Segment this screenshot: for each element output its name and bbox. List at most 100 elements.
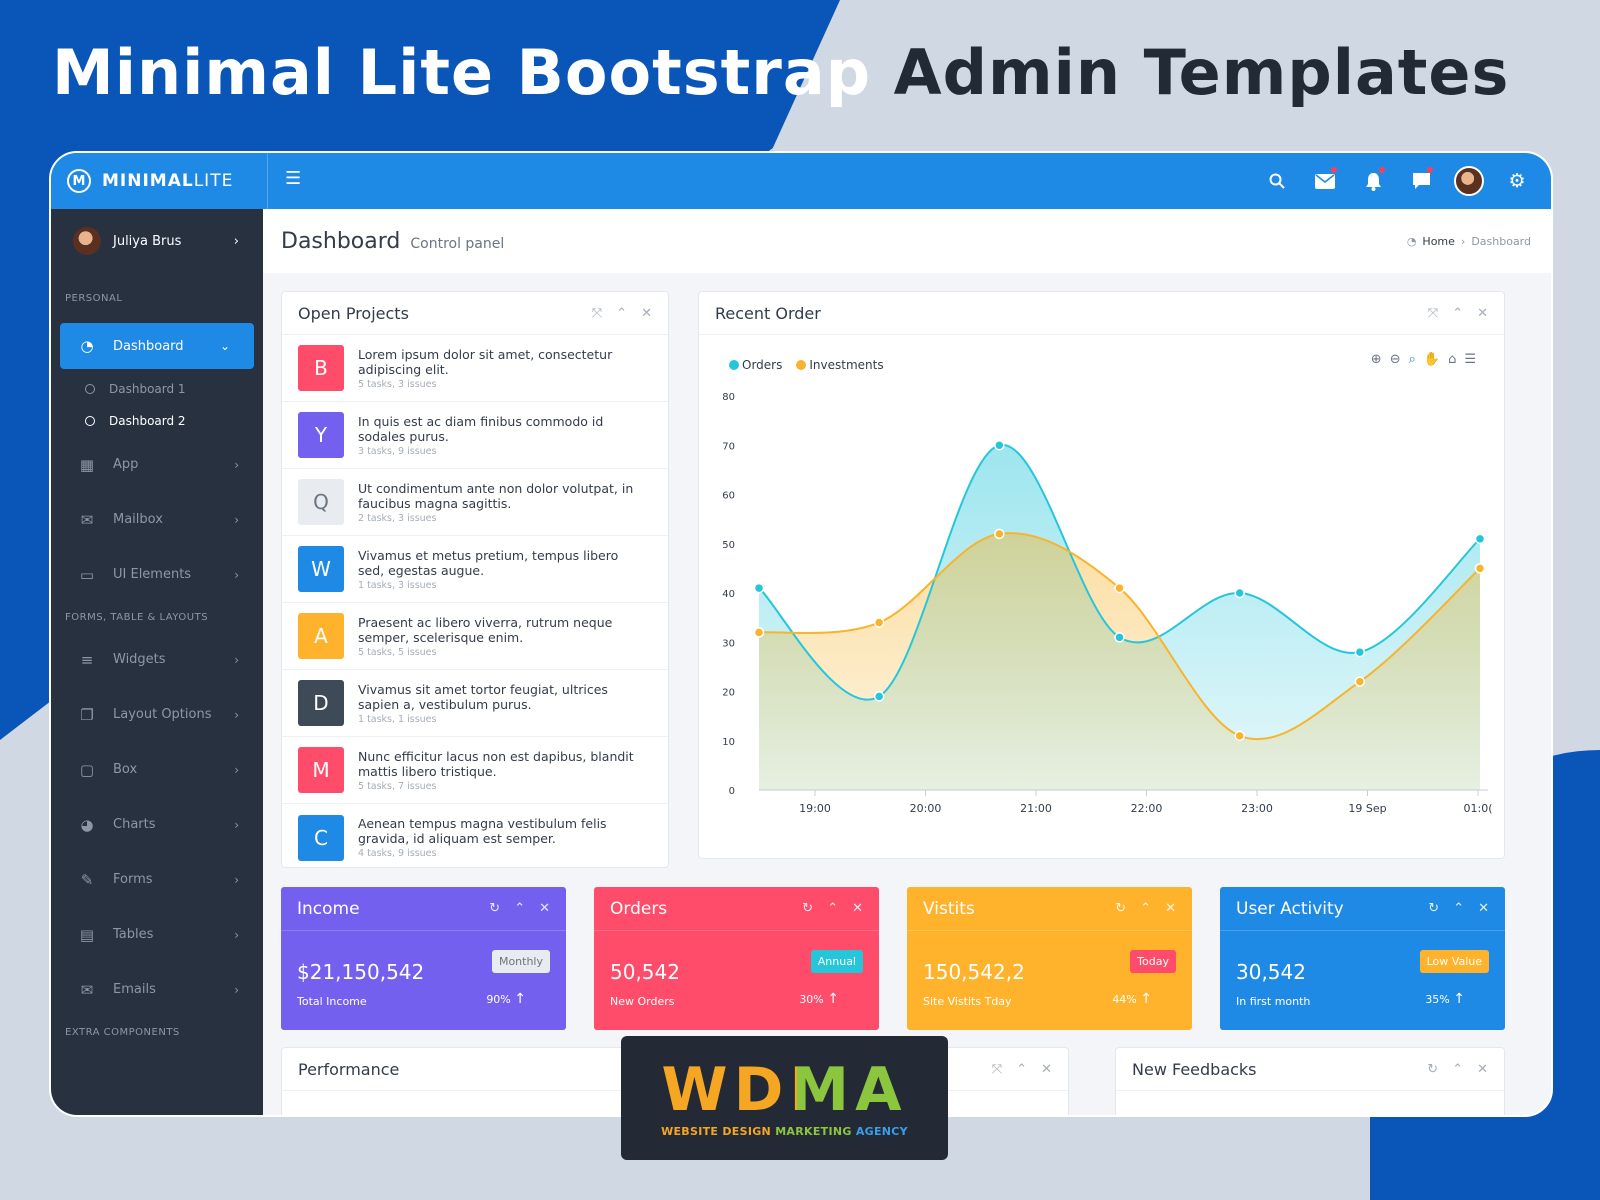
project-item[interactable]: C Aenean tempus magna vestibulum felis gr… [282,804,668,871]
dashboard-icon: ◔ [1406,234,1417,248]
mail-icon[interactable] [1301,153,1349,209]
wdma-watermark-logo: WDMA WEBSITE DESIGN MARKETING AGENCY [621,1036,948,1160]
dashboard-icon: ◔ [80,337,94,355]
chevron-up-icon[interactable]: ⌃ [514,901,526,916]
data-point[interactable] [1234,730,1245,742]
project-meta: 5 tasks, 5 issues [358,646,437,658]
data-point[interactable] [753,627,765,638]
close-icon[interactable]: ✕ [641,305,652,321]
data-point[interactable] [994,528,1005,540]
sidebar-item-widgets[interactable]: ≡ Widgets › [51,632,263,687]
sidebar-item-dashboard[interactable]: ◔ Dashboard ⌄ [60,323,254,369]
sidebar-subitem-dashboard-1[interactable]: Dashboard 1 [51,373,263,405]
project-title: Nunc efficitur lacus non est dapibus, bl… [358,748,634,779]
breadcrumb-home[interactable]: Home [1422,234,1455,248]
project-item[interactable]: A Praesent ac libero viverra, rutrum nequ… [282,603,668,670]
bell-icon[interactable] [1349,153,1397,209]
project-avatar: M [298,747,344,793]
chevron-up-icon[interactable]: ⌃ [1453,901,1465,916]
data-point[interactable] [1114,582,1125,594]
project-item[interactable]: D Vivamus sit amet tortor feugiat, ultric… [282,670,668,737]
close-icon[interactable]: ✕ [1477,305,1488,321]
data-point[interactable] [1474,533,1486,545]
notification-dot [1427,167,1433,173]
data-point[interactable] [753,582,765,594]
refresh-icon[interactable]: ↻ [489,901,501,916]
close-icon[interactable]: ✕ [1041,1061,1052,1077]
refresh-icon[interactable]: ↻ [1115,901,1127,916]
expand-icon[interactable]: ⤧ [1427,305,1439,321]
expand-icon[interactable]: ⤧ [591,305,603,321]
top-navbar: M MINIMALLITE ☰ ⚙ [51,153,1551,209]
x-tick-label: 23:00 [1241,802,1273,815]
data-point[interactable] [1354,646,1366,658]
close-icon[interactable]: ✕ [539,901,550,916]
project-item[interactable]: W Vivamus et metus pretium, tempus libero… [282,536,668,603]
sidebar-item-emails[interactable]: ✉ Emails › [51,962,263,1017]
sidebar-section-extra: EXTRA COMPONENTS [65,1026,180,1038]
stat-card: Vistits ↻ ⌃ ✕ 150,542,2 Site Vistits Tday Toda… [907,887,1192,1030]
legend-label: Investments [809,358,884,372]
sidebar-item-label: Mailbox [113,512,163,527]
stat-title: Vistits [923,898,975,919]
chevron-up-icon[interactable]: ⌃ [1452,1061,1464,1077]
zoom-in-icon[interactable]: ⊕ [1370,352,1382,367]
brand-logo[interactable]: M MINIMALLITE [51,153,268,209]
data-point[interactable] [1234,587,1245,599]
menu-icon[interactable]: ☰ [1464,352,1476,367]
y-tick-label: 10 [722,737,735,748]
project-item[interactable]: B Lorem ipsum dolor sit amet, consectetur… [282,335,668,402]
sidebar-item-app[interactable]: ▦ App › [51,437,263,492]
gear-icon[interactable]: ⚙ [1508,170,1526,192]
sidebar-item-tables[interactable]: ▤ Tables › [51,907,263,962]
sidebar-item-forms[interactable]: ✎ Forms › [51,852,263,907]
pan-hand-icon[interactable]: ✋ [1423,352,1441,367]
project-item[interactable]: M Nunc efficitur lacus non est dapibus, b… [282,737,668,804]
chevron-right-icon: › [234,817,239,832]
search-icon[interactable] [1253,153,1301,209]
chevron-up-icon[interactable]: ⌃ [827,901,839,916]
data-point[interactable] [1354,676,1366,687]
sidebar-item-charts[interactable]: ◕ Charts › [51,797,263,852]
user-name: Juliya Brus [113,233,182,249]
sidebar-item-mailbox[interactable]: ✉ Mailbox › [51,492,263,547]
refresh-icon[interactable]: ↻ [802,901,814,916]
refresh-icon[interactable]: ↻ [1427,1061,1439,1077]
data-point[interactable] [1474,563,1486,574]
data-point[interactable] [1114,632,1125,643]
sidebar-item-label: Emails [113,982,156,997]
close-icon[interactable]: ✕ [852,901,863,916]
legend-item-investments[interactable]: Investments [796,358,884,372]
expand-icon[interactable]: ⤧ [991,1061,1003,1077]
page-subtitle: Control panel [410,235,505,252]
home-icon[interactable]: ⌂ [1448,352,1457,367]
data-point[interactable] [873,691,885,702]
sidebar-item-ui-elements[interactable]: ▭ UI Elements › [51,547,263,602]
hamburger-icon[interactable]: ☰ [285,168,302,189]
project-item[interactable]: Q Ut condimentum ante non dolor volutpat,… [282,469,668,536]
close-icon[interactable]: ✕ [1478,901,1489,916]
chevron-up-icon[interactable]: ⌃ [1016,1061,1028,1077]
chat-icon[interactable] [1397,153,1445,209]
data-point[interactable] [994,440,1005,451]
legend-item-orders[interactable]: Orders [729,358,782,372]
chevron-up-icon[interactable]: ⌃ [1140,901,1152,916]
close-icon[interactable]: ✕ [1165,901,1176,916]
zoom-out-icon[interactable]: ⊖ [1389,352,1401,367]
close-icon[interactable]: ✕ [1477,1061,1488,1077]
sidebar-subitem-dashboard-2[interactable]: Dashboard 2 [51,405,263,437]
project-item[interactable]: Y In quis est ac diam finibus commodo id … [282,402,668,469]
sidebar-item-layout-options[interactable]: ❐ Layout Options › [51,687,263,742]
stat-badge: Today [1130,950,1176,973]
sidebar-item-box[interactable]: ▢ Box › [51,742,263,797]
magnifier-icon[interactable]: ⌕ [1408,352,1416,367]
chevron-up-icon[interactable]: ⌃ [616,305,628,321]
sidebar-user[interactable]: Juliya Brus › [51,209,263,273]
data-point[interactable] [873,617,885,628]
legend-dot [796,360,807,370]
stat-value: 50,542 [610,960,680,984]
chevron-up-icon[interactable]: ⌃ [1452,305,1464,321]
user-avatar-button[interactable] [1445,153,1493,209]
refresh-icon[interactable]: ↻ [1428,901,1440,916]
project-title: Lorem ipsum dolor sit amet, consectetur … [358,346,613,377]
